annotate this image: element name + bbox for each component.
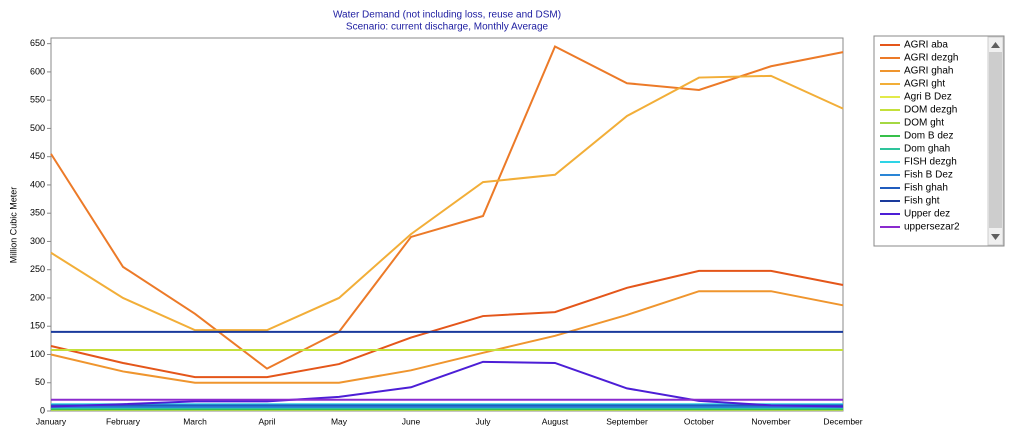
- y-tick-label: 100: [30, 349, 45, 359]
- chart-title: Water Demand (not including loss, reuse …: [333, 10, 561, 21]
- legend-label: Upper dez: [904, 209, 950, 220]
- legend-label: Dom ghah: [904, 144, 950, 155]
- y-tick-label: 250: [30, 264, 45, 274]
- y-tick-label: 150: [30, 321, 45, 331]
- y-tick-label: 350: [30, 208, 45, 218]
- x-tick-label: April: [258, 416, 275, 426]
- legend-label: AGRI ghah: [904, 66, 953, 77]
- series-line: [50, 45, 844, 370]
- x-tick-label: January: [36, 416, 67, 426]
- legend-label: DOM ght: [904, 118, 944, 129]
- scroll-down[interactable]: [991, 234, 1000, 240]
- legend-label: AGRI dezgh: [904, 53, 958, 64]
- legend-label: AGRI ght: [904, 79, 945, 90]
- legend-label: AGRI aba: [904, 40, 948, 51]
- legend-label: Dom B dez: [904, 131, 953, 142]
- y-axis-label: Million Cubic Meter: [8, 187, 18, 264]
- series-line: [50, 290, 844, 384]
- legend-label: Fish ghah: [904, 183, 948, 194]
- x-tick-label: March: [183, 416, 207, 426]
- y-tick-label: 600: [30, 66, 45, 76]
- legend-label: FISH dezgh: [904, 157, 957, 168]
- scroll-thumb[interactable]: [989, 52, 1002, 228]
- y-tick-label: 500: [30, 123, 45, 133]
- x-tick-label: July: [475, 416, 491, 426]
- x-tick-label: May: [331, 416, 348, 426]
- legend-label: Agri B Dez: [904, 92, 952, 103]
- x-tick-label: August: [542, 416, 569, 426]
- series-line: [50, 360, 844, 408]
- legend-label: Fish ght: [904, 196, 940, 207]
- series-line: [50, 269, 844, 379]
- plot-frame: [50, 37, 844, 412]
- legend-label: Fish B Dez: [904, 170, 953, 181]
- y-tick-label: 50: [35, 377, 45, 387]
- x-tick-label: February: [106, 416, 141, 426]
- y-tick-label: 300: [30, 236, 45, 246]
- x-tick-label: June: [402, 416, 421, 426]
- x-tick-label: December: [823, 416, 862, 426]
- series-line: [50, 74, 844, 332]
- x-tick-label: September: [606, 416, 648, 426]
- legend-label: DOM dezgh: [904, 105, 957, 116]
- y-tick-label: 550: [30, 95, 45, 105]
- y-tick-label: 650: [30, 38, 45, 48]
- legend-label: uppersezar2: [904, 222, 960, 233]
- scroll-up[interactable]: [991, 42, 1000, 48]
- x-tick-label: November: [751, 416, 790, 426]
- chart-subtitle: Scenario: current discharge, Monthly Ave…: [346, 22, 549, 33]
- x-tick-label: October: [684, 416, 714, 426]
- y-tick-label: 200: [30, 292, 45, 302]
- y-tick-label: 0: [40, 405, 45, 415]
- y-tick-label: 450: [30, 151, 45, 161]
- y-tick-label: 400: [30, 179, 45, 189]
